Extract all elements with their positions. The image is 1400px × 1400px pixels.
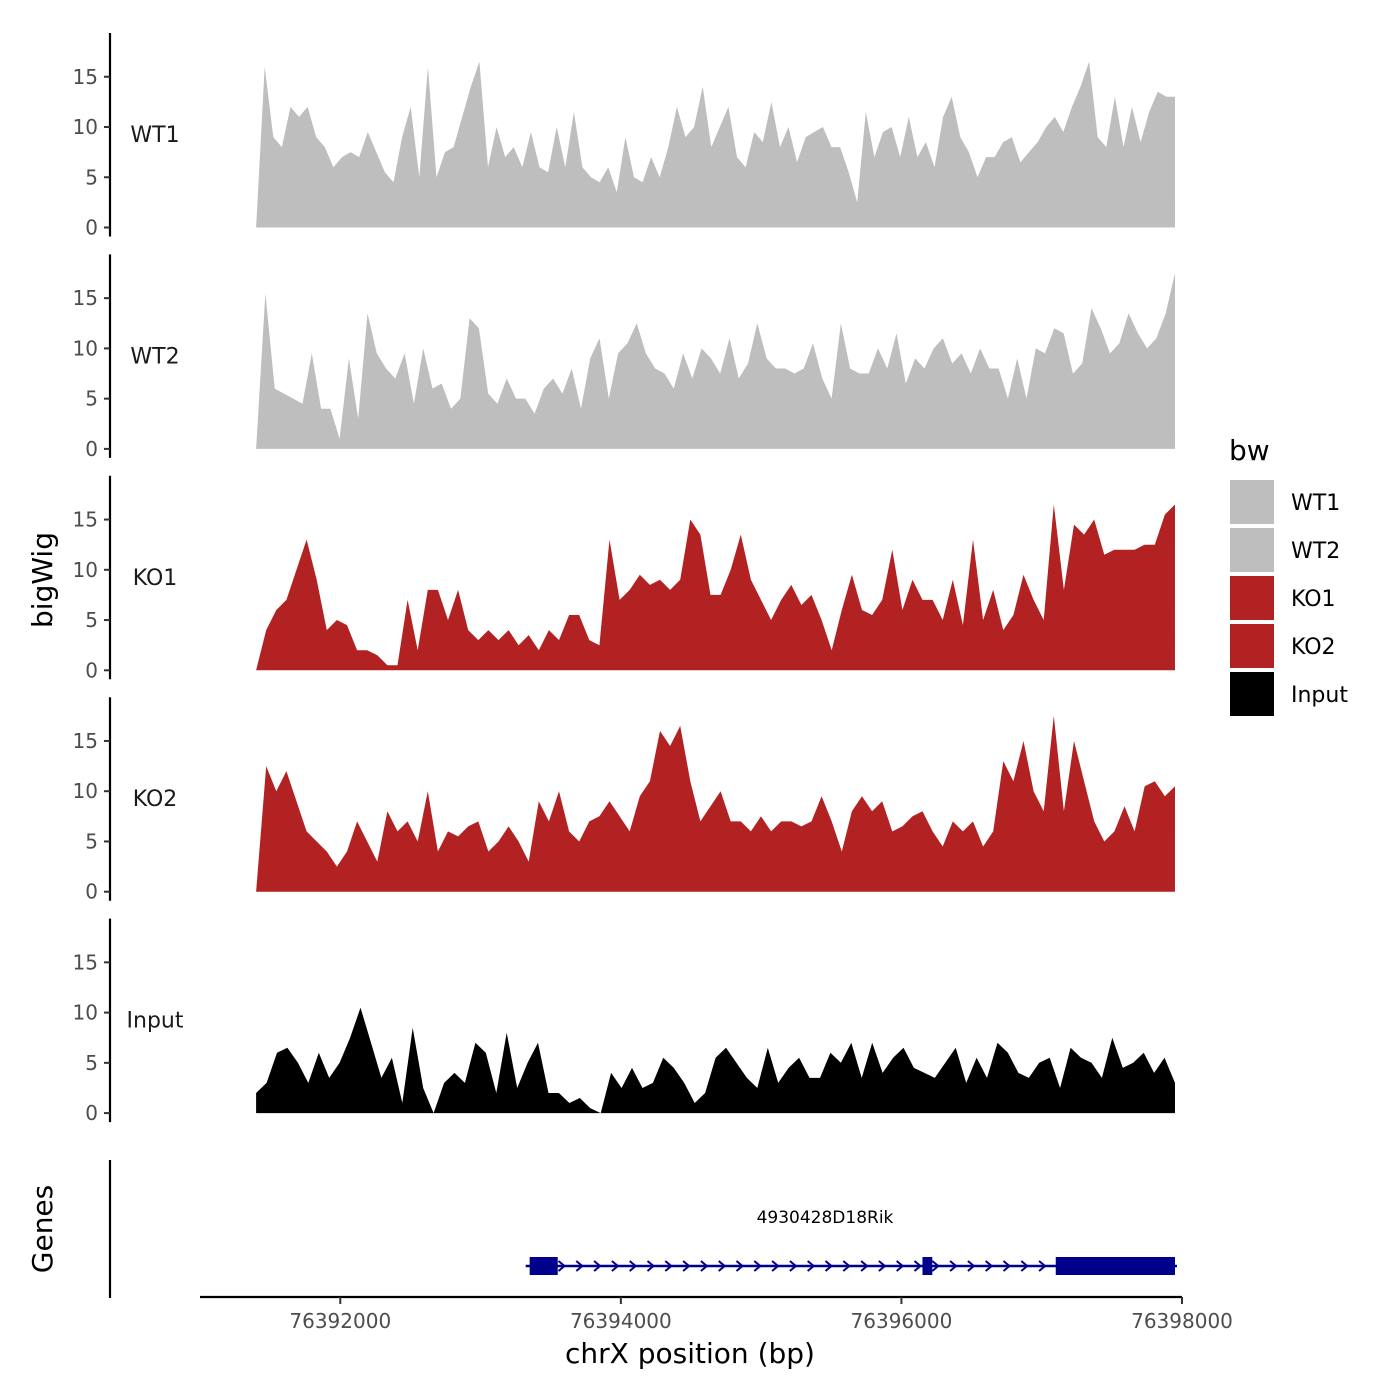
strand-arrow	[753, 1260, 762, 1272]
x-axis-title: chrX position (bp)	[565, 1337, 815, 1370]
genes-axis-title: Genes	[26, 1185, 59, 1273]
strand-arrow	[575, 1260, 584, 1272]
track-panel-wt1: 0 5 10 15 WT1	[73, 33, 1176, 240]
track-panel-input: 0 5 10 15 Input	[73, 918, 1176, 1125]
area-input	[256, 1007, 1176, 1114]
y-tick-label: 15	[73, 950, 98, 974]
strand-arrow	[682, 1260, 691, 1272]
y-axis-title: bigWig	[26, 532, 59, 628]
strand-arrow	[967, 1260, 976, 1272]
track-label-input: Input	[127, 1009, 184, 1034]
x-axis: 76392000 76394000 76396000 76398000	[200, 1295, 1233, 1333]
y-tick-label: 15	[73, 508, 98, 532]
y-tick-label: 10	[73, 1001, 98, 1025]
track-panels: 0 5 10 15 WT1 0 5 10 15 WT2 0 5 10 15 KO1 0 5 10 15 KO2 0 5 10…	[73, 33, 1176, 1125]
y-tick-label: 10	[73, 336, 98, 360]
strand-arrow	[629, 1260, 638, 1272]
legend-label-wt2: WT2	[1291, 539, 1340, 564]
strand-arrow	[824, 1260, 834, 1272]
legend-label-wt1: WT1	[1291, 491, 1340, 516]
y-tick-label: 0	[85, 1101, 98, 1125]
strand-arrow	[913, 1260, 923, 1272]
strand-arrow	[931, 1260, 940, 1272]
strand-arrow	[842, 1260, 851, 1272]
x-tick-label: 76392000	[289, 1309, 391, 1333]
strand-arrow	[646, 1260, 656, 1272]
y-tick-label: 15	[73, 286, 98, 310]
y-tick-label: 5	[85, 829, 98, 853]
strand-arrow	[557, 1260, 567, 1272]
strand-arrow	[771, 1260, 780, 1272]
legend-key-input	[1230, 672, 1274, 716]
legend-label-input: Input	[1291, 683, 1348, 708]
legend-key-ko1	[1230, 576, 1274, 620]
y-tick-label: 5	[85, 165, 98, 189]
legend-key-wt2	[1230, 528, 1274, 572]
gene-exon	[529, 1257, 558, 1275]
track-label-wt1: WT1	[130, 123, 179, 148]
strand-arrow	[611, 1260, 620, 1272]
track-panel-wt2: 0 5 10 15 WT2	[73, 254, 1176, 461]
legend-key-wt1	[1230, 480, 1274, 524]
y-tick-label: 0	[85, 880, 98, 904]
x-tick-label: 76396000	[851, 1309, 953, 1333]
legend-label-ko2: KO2	[1291, 635, 1336, 660]
strand-arrow	[949, 1260, 958, 1272]
gene-name-label: 4930428D18Rik	[757, 1208, 894, 1228]
x-tick-label: 76398000	[1131, 1309, 1233, 1333]
x-tick-label: 76394000	[570, 1309, 672, 1333]
legend-title: bw	[1229, 434, 1270, 467]
legend-label-ko1: KO1	[1291, 587, 1336, 612]
strand-arrow	[985, 1260, 994, 1272]
track-panel-ko1: 0 5 10 15 KO1	[73, 475, 1176, 682]
strand-arrow	[789, 1260, 798, 1272]
y-tick-label: 0	[85, 216, 98, 240]
strand-arrow	[1038, 1260, 1047, 1272]
gene-exon	[1055, 1257, 1175, 1275]
gene-track: 4930428D18Rik	[108, 1160, 1177, 1298]
area-ko1	[256, 504, 1176, 671]
y-tick-label: 0	[85, 437, 98, 461]
strand-arrow	[1002, 1260, 1012, 1272]
area-wt2	[256, 273, 1176, 449]
strand-arrow	[896, 1260, 905, 1272]
strand-arrow	[664, 1260, 673, 1272]
y-tick-label: 5	[85, 1051, 98, 1075]
legend: bw WT1 WT2 KO1 KO2 Input	[1229, 434, 1348, 716]
y-tick-label: 15	[73, 65, 98, 89]
area-wt1	[256, 61, 1176, 228]
track-label-ko1: KO1	[133, 566, 178, 591]
y-tick-label: 15	[73, 729, 98, 753]
strand-arrow	[860, 1260, 869, 1272]
strand-arrow	[735, 1260, 745, 1272]
y-tick-label: 10	[73, 779, 98, 803]
area-ko2	[256, 715, 1176, 892]
y-tick-label: 5	[85, 387, 98, 411]
strand-arrow	[1020, 1260, 1029, 1272]
track-panel-ko2: 0 5 10 15 KO2	[73, 697, 1176, 904]
strand-arrow	[718, 1260, 727, 1272]
y-tick-label: 10	[73, 115, 98, 139]
strand-arrow	[593, 1260, 602, 1272]
y-tick-label: 0	[85, 658, 98, 682]
legend-key-ko2	[1230, 624, 1274, 668]
strand-arrow	[700, 1260, 709, 1272]
track-label-wt2: WT2	[130, 344, 179, 369]
strand-arrow	[878, 1260, 887, 1272]
strand-arrow	[807, 1260, 816, 1272]
y-tick-label: 10	[73, 558, 98, 582]
gene-exon	[922, 1257, 933, 1275]
y-tick-label: 5	[85, 608, 98, 632]
track-label-ko2: KO2	[133, 787, 178, 812]
